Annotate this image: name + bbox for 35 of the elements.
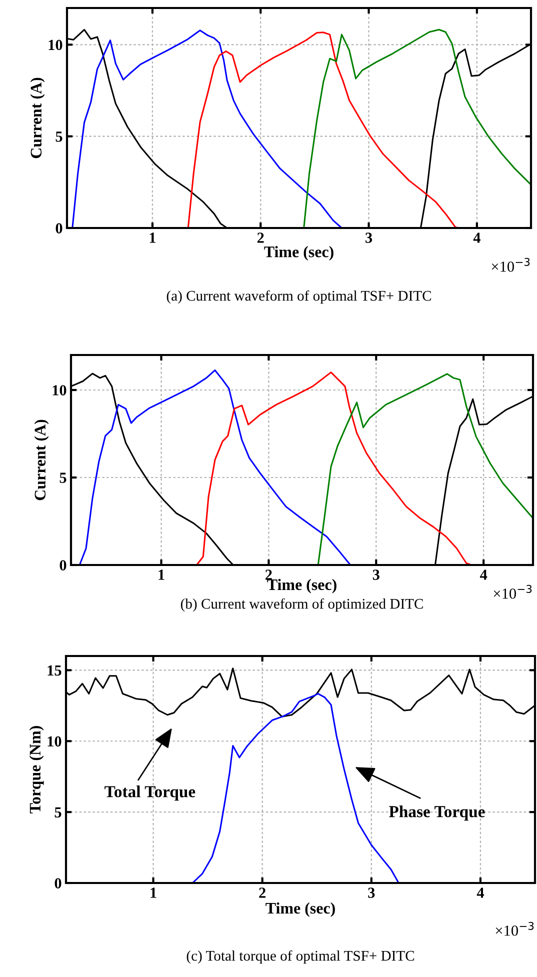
x-tick-label: 4 [473, 232, 480, 243]
y-axis-title: Torque (Nm) [29, 726, 44, 814]
x-tick-label: 1 [158, 570, 164, 580]
y-tick-label: 0 [54, 878, 62, 888]
x-tick-label: 4 [476, 888, 484, 898]
x-tick-label: 3 [372, 570, 380, 580]
text: ×10$^{−3}$ [492, 258, 530, 272]
y-tick-label: 10 [48, 40, 62, 50]
y-tick-label: 10 [48, 736, 62, 747]
y-tick-label: 10 [52, 385, 66, 396]
y-tick-label: 5 [54, 807, 62, 818]
annotation: Total Torque [104, 786, 196, 801]
text: (b) Current waveform of optimized DITC [180, 598, 423, 612]
x-axis-title: Time (sec) [264, 246, 334, 261]
y-axis-title: Current (A) [34, 420, 49, 500]
x-tick-label: 4 [480, 570, 488, 580]
text: ×10$^{−3}$ [494, 584, 532, 599]
y-tick-label: 5 [60, 472, 66, 483]
x-tick-label: 3 [366, 232, 372, 243]
x-tick-label: 2 [259, 888, 266, 898]
y-tick-label: 15 [48, 665, 62, 676]
y-tick-label: 0 [60, 560, 66, 570]
x-tick-label: 3 [368, 888, 375, 898]
text: (c) Total torque of optimal TSF+ DITC [186, 950, 414, 964]
annotation: Phase Torque [389, 806, 485, 821]
y-tick-label: 0 [56, 223, 62, 234]
text: (a) Current waveform of optimal TSF+ DITC [166, 290, 431, 304]
x-tick-label: 1 [150, 888, 156, 898]
y-axis-title: Current (A) [30, 78, 45, 158]
x-tick-label: 1 [150, 232, 156, 243]
x-axis-title: Time (sec) [266, 902, 335, 917]
x-axis-title: Time (sec) [267, 578, 336, 594]
text: ×10$^{−3}$ [496, 922, 534, 936]
y-tick-label: 5 [56, 132, 62, 142]
x-tick-label: 2 [257, 232, 264, 243]
